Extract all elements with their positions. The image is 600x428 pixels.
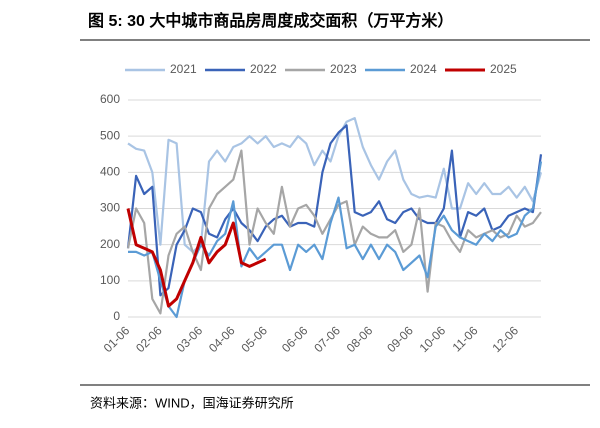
x-tick-label: 09-06: [384, 323, 416, 355]
y-tick-label: 600: [100, 92, 120, 106]
y-tick-label: 400: [100, 165, 120, 179]
series-line: [126, 208, 267, 308]
x-tick-label: 05-06: [238, 323, 270, 355]
y-tick-label: 100: [100, 273, 120, 287]
x-tick-label: 10-06: [417, 323, 449, 355]
x-tick-label: 01-06: [101, 323, 133, 355]
x-tick-label: 12-06: [489, 323, 521, 355]
x-tick-label: 04-06: [206, 323, 238, 355]
y-tick-label: 300: [100, 201, 120, 215]
legend-label: 2023: [330, 62, 357, 76]
legend-label: 2022: [250, 62, 277, 76]
x-tick-label: 07-06: [311, 323, 343, 355]
chart-title: 图 5: 30 大中城市商品房周度成交面积（万平方米）: [88, 11, 453, 30]
y-tick-label: 200: [100, 237, 120, 251]
x-tick-label: 03-06: [174, 323, 206, 355]
series-line: [126, 149, 542, 315]
x-tick-label: 11-06: [450, 323, 481, 354]
series-line: [128, 161, 543, 319]
x-tick-label: 06-06: [279, 323, 311, 355]
legend-label: 2021: [170, 62, 197, 76]
series-line: [126, 124, 543, 297]
legend-label: 2025: [490, 62, 517, 76]
legend-label: 2024: [410, 62, 437, 76]
x-tick-label: 08-06: [344, 323, 376, 355]
source: 资料来源：WIND，国海证券研究所: [90, 395, 294, 410]
y-tick-label: 0: [113, 309, 120, 323]
y-tick-label: 500: [100, 128, 120, 142]
x-tick-label: 02-06: [133, 323, 165, 355]
